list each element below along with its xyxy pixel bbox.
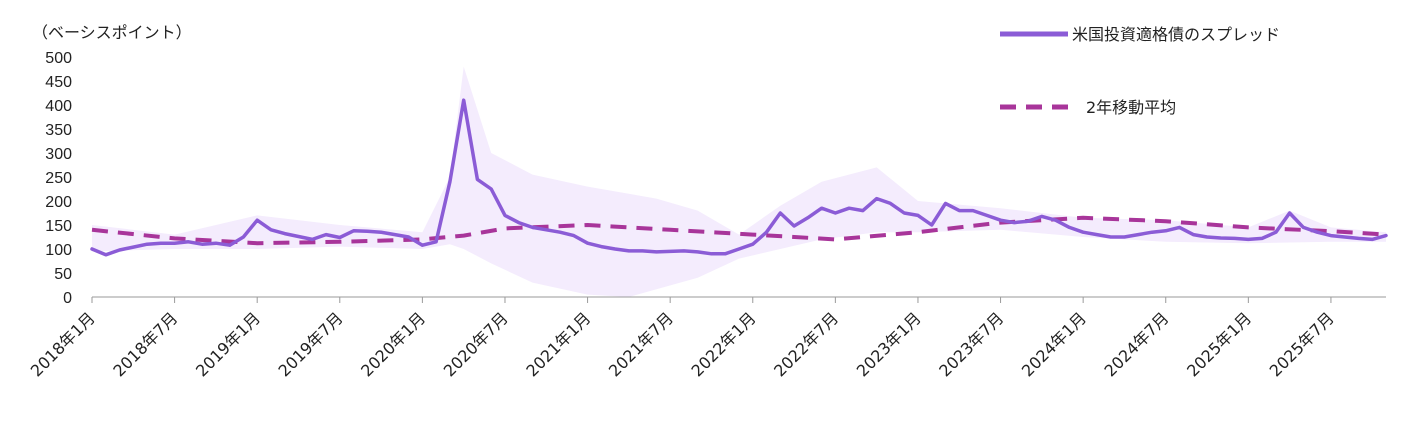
legend-label-spread: 米国投資適格債のスプレッド [1072, 25, 1280, 44]
y-tick-label: 450 [45, 74, 72, 91]
y-tick-label: 350 [45, 122, 72, 139]
x-tick-label: 2020年7月 [440, 308, 512, 380]
y-tick-label: 200 [45, 194, 72, 211]
legend-label-ma: 2年移動平均 [1086, 98, 1176, 117]
series-layer [90, 98, 1388, 257]
x-tick-label: 2025年1月 [1183, 308, 1255, 380]
x-tick-label: 2020年1月 [357, 308, 429, 380]
x-tick-label: 2018年1月 [27, 308, 99, 380]
y-axis-unit-label: （ベーシスポイント） [32, 23, 192, 42]
x-tick-label: 2022年7月 [770, 308, 842, 380]
x-tick-label: 2021年7月 [605, 308, 677, 380]
y-tick-label: 250 [45, 170, 72, 187]
y-tick-label: 300 [45, 146, 72, 163]
series-line-moving-average [91, 215, 1387, 246]
x-tick-label: 2021年1月 [522, 308, 594, 380]
y-tick-label: 100 [45, 242, 72, 259]
y-tick-label: 500 [45, 50, 72, 67]
x-tick-label: 2023年1月 [853, 308, 925, 380]
x-tick-label: 2024年7月 [1101, 308, 1173, 380]
y-tick-label: 400 [45, 98, 72, 115]
volatility-band [92, 66, 1386, 297]
y-tick-label: 50 [54, 266, 72, 283]
x-tick-label: 2024年1月 [1018, 308, 1090, 380]
x-tick-label: 2019年7月 [275, 308, 347, 380]
x-tick-label: 2022年1月 [688, 308, 760, 380]
y-tick-label: 0 [63, 290, 72, 307]
series-line-spread [90, 98, 1388, 257]
legend: 米国投資適格債のスプレッド 2年移動平均 [1000, 25, 1280, 117]
x-tick-label: 2025年7月 [1266, 308, 1338, 380]
band-layer [92, 66, 1386, 297]
x-tick-label: 2019年1月 [192, 308, 264, 380]
y-tick-label: 150 [45, 218, 72, 235]
x-tick-label: 2018年7月 [109, 308, 181, 380]
x-tick-label: 2023年7月 [935, 308, 1007, 380]
